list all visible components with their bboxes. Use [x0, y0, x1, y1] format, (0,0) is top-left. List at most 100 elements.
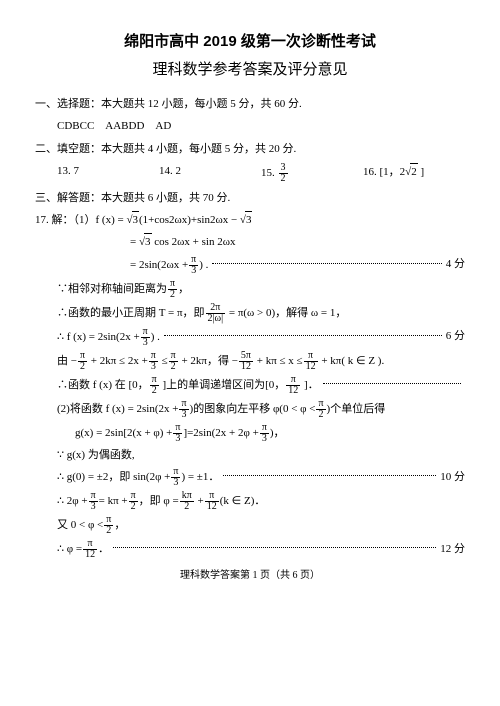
q17-2phi-line: ∴ 2φ +π3= kπ +π2，即 φ =kπ2 +π12(k ∈ Z)．	[35, 491, 465, 512]
t: ，	[114, 519, 125, 531]
q17-l5-pre: ∴函数的最小正周期 T = π，即	[57, 307, 205, 319]
frac: kπ2	[180, 491, 194, 512]
dotted-leader	[323, 383, 461, 384]
frac: π2	[168, 279, 177, 300]
page-subtitle: 理科数学参考答案及评分意见	[35, 58, 465, 82]
sqrt-icon: 3	[139, 233, 152, 252]
q17-g0-line: ∴ g(0) = ±2，即 sin(2φ +π3) = ±1． 10 分	[35, 467, 465, 488]
frac: π3	[149, 351, 158, 372]
fill-blank-row: 13. 7 14. 2 15. 32 16. [1，22 ]	[35, 163, 465, 184]
t: ) = ±1．	[181, 471, 219, 483]
blank-15-fraction: 32	[279, 163, 288, 184]
frac: π2	[169, 351, 178, 372]
frac: π3	[173, 423, 182, 444]
t: ∴函数 f (x) 在 [0，	[57, 379, 149, 391]
dotted-leader	[212, 263, 441, 264]
sqrt-icon: 2	[405, 163, 418, 182]
frac: π2	[150, 375, 159, 396]
blank-16-pre: 16. [1，2	[363, 166, 405, 178]
eq-sign: =	[130, 236, 136, 248]
t: ∴ φ =	[57, 543, 82, 555]
q17-part2-line1: (2)将函数 f (x) = 2sin(2x +π3)的图象向左平移 φ(0 <…	[35, 399, 465, 420]
frac-pi-3: π3	[189, 255, 198, 276]
t: ]．	[301, 379, 318, 391]
q17-line-5: ∴函数的最小正周期 T = π，即2π2|ω| = π(ω > 0)，解得 ω …	[35, 303, 465, 324]
sqrt-icon: 3	[240, 211, 253, 230]
frac: π3	[171, 467, 180, 488]
q17-line-7: 由 −π2 + 2kπ ≤ 2x +π3 ≤π2 + 2kπ，得 −5π12 +…	[35, 351, 465, 372]
t: +	[195, 495, 204, 507]
q17-range-line: 又 0 < φ <π2，	[35, 515, 465, 536]
points-12: 12 分	[440, 541, 465, 559]
q17-gx-line: g(x) = 2sin[2(x + φ) +π3]=2sin(2x + 2φ +…	[35, 423, 465, 444]
t: ．	[98, 543, 109, 555]
t: )的图象向左平移 φ(0 < φ <	[190, 403, 316, 415]
points-6: 6 分	[446, 328, 465, 346]
t: 又 0 < φ <	[57, 519, 103, 531]
t: + 2kπ ≤ 2x +	[88, 355, 148, 367]
frac: 5π12	[239, 351, 253, 372]
q17-line-2: = 3 cos 2ωx + sin 2ωx	[35, 233, 465, 252]
t: (2)将函数 f (x) = 2sin(2x +	[57, 403, 178, 415]
t: = kπ +	[99, 495, 128, 507]
frac: 2π2|ω|	[206, 303, 226, 324]
t: )个单位后得	[327, 403, 386, 415]
frac: π12	[286, 375, 300, 396]
q17-l5-mid: = π(ω > 0)，解得 ω = 1，	[226, 307, 346, 319]
dotted-leader	[223, 475, 436, 476]
points-4: 4 分	[446, 256, 465, 274]
q17-l6-post: ) .	[151, 331, 160, 343]
section-2-heading: 二、填空题：本大题共 4 小题，每小题 5 分，共 20 分.	[35, 141, 465, 159]
q17-l1-rest: (1+cos2ωx)+sin2ωx −	[139, 214, 237, 226]
frac: π12	[304, 351, 318, 372]
frac: π2	[104, 515, 113, 536]
t: + kπ ≤ x ≤	[254, 355, 303, 367]
q17-line-3: = 2sin(2ωx +π3) . 4 分	[35, 255, 465, 276]
t: + 2kπ，得 −	[179, 355, 238, 367]
t: ]=2sin(2x + 2φ +	[183, 427, 258, 439]
frac: π2	[129, 491, 138, 512]
t: ∴ g(0) = ±2，即 sin(2φ +	[57, 471, 170, 483]
page-footer: 理科数学答案第 1 页（共 6 页）	[35, 568, 465, 584]
blank-15-label: 15.	[261, 167, 275, 179]
dotted-leader	[164, 335, 442, 336]
mc-answers: CDBCC AABDD AD	[35, 118, 465, 136]
points-10: 10 分	[440, 469, 465, 487]
blank-16: 16. [1，22 ]	[363, 163, 465, 184]
t: ≤	[159, 355, 168, 367]
dotted-leader	[113, 547, 436, 548]
q17-final-line: ∴ φ =π12． 12 分	[35, 539, 465, 560]
blank-16-post: ]	[418, 166, 424, 178]
sqrt-icon: 3	[126, 211, 139, 230]
frac: π2	[316, 399, 325, 420]
q17-l2-rest: cos 2ωx + sin 2ωx	[152, 236, 236, 248]
q17-head: 17. 解：（1）f (x) =	[35, 214, 124, 226]
frac: π2	[78, 351, 87, 372]
frac: π3	[179, 399, 188, 420]
q17-line-8: ∴函数 f (x) 在 [0，π2 ]上的单调递增区间为[0，π12 ]．	[35, 375, 465, 396]
t: + kπ( k ∈ Z ).	[319, 355, 385, 367]
q17-l4-post: ，	[178, 283, 189, 295]
t: 由 −	[57, 355, 77, 367]
frac: π3	[89, 491, 98, 512]
blank-13: 13. 7	[57, 163, 159, 184]
blank-14: 14. 2	[159, 163, 261, 184]
frac: π3	[260, 423, 269, 444]
page-title: 绵阳市高中 2019 级第一次诊断性考试	[35, 30, 465, 54]
frac: π3	[141, 327, 150, 348]
frac: π12	[83, 539, 97, 560]
frac: π12	[205, 491, 219, 512]
t: ]上的单调递增区间为[0，	[160, 379, 286, 391]
t: (k ∈ Z)．	[220, 495, 266, 507]
q17-line-6: ∴ f (x) = 2sin(2x +π3) . 6 分	[35, 327, 465, 348]
t: )，	[270, 427, 285, 439]
section-1-heading: 一、选择题：本大题共 12 小题，每小题 5 分，共 60 分.	[35, 96, 465, 114]
t: ，即 φ =	[139, 495, 179, 507]
t: ∴ 2φ +	[57, 495, 88, 507]
q17-l3-eq: = 2sin(2ωx +	[130, 259, 188, 271]
q17-line-1: 17. 解：（1）f (x) = 3(1+cos2ωx)+sin2ωx − 3	[35, 211, 465, 230]
t: g(x) = 2sin[2(x + φ) +	[75, 427, 172, 439]
q17-l6-pre: ∴ f (x) = 2sin(2x +	[57, 331, 140, 343]
q17-even-line: ∵ g(x) 为偶函数,	[35, 447, 465, 465]
blank-15: 15. 32	[261, 163, 363, 184]
